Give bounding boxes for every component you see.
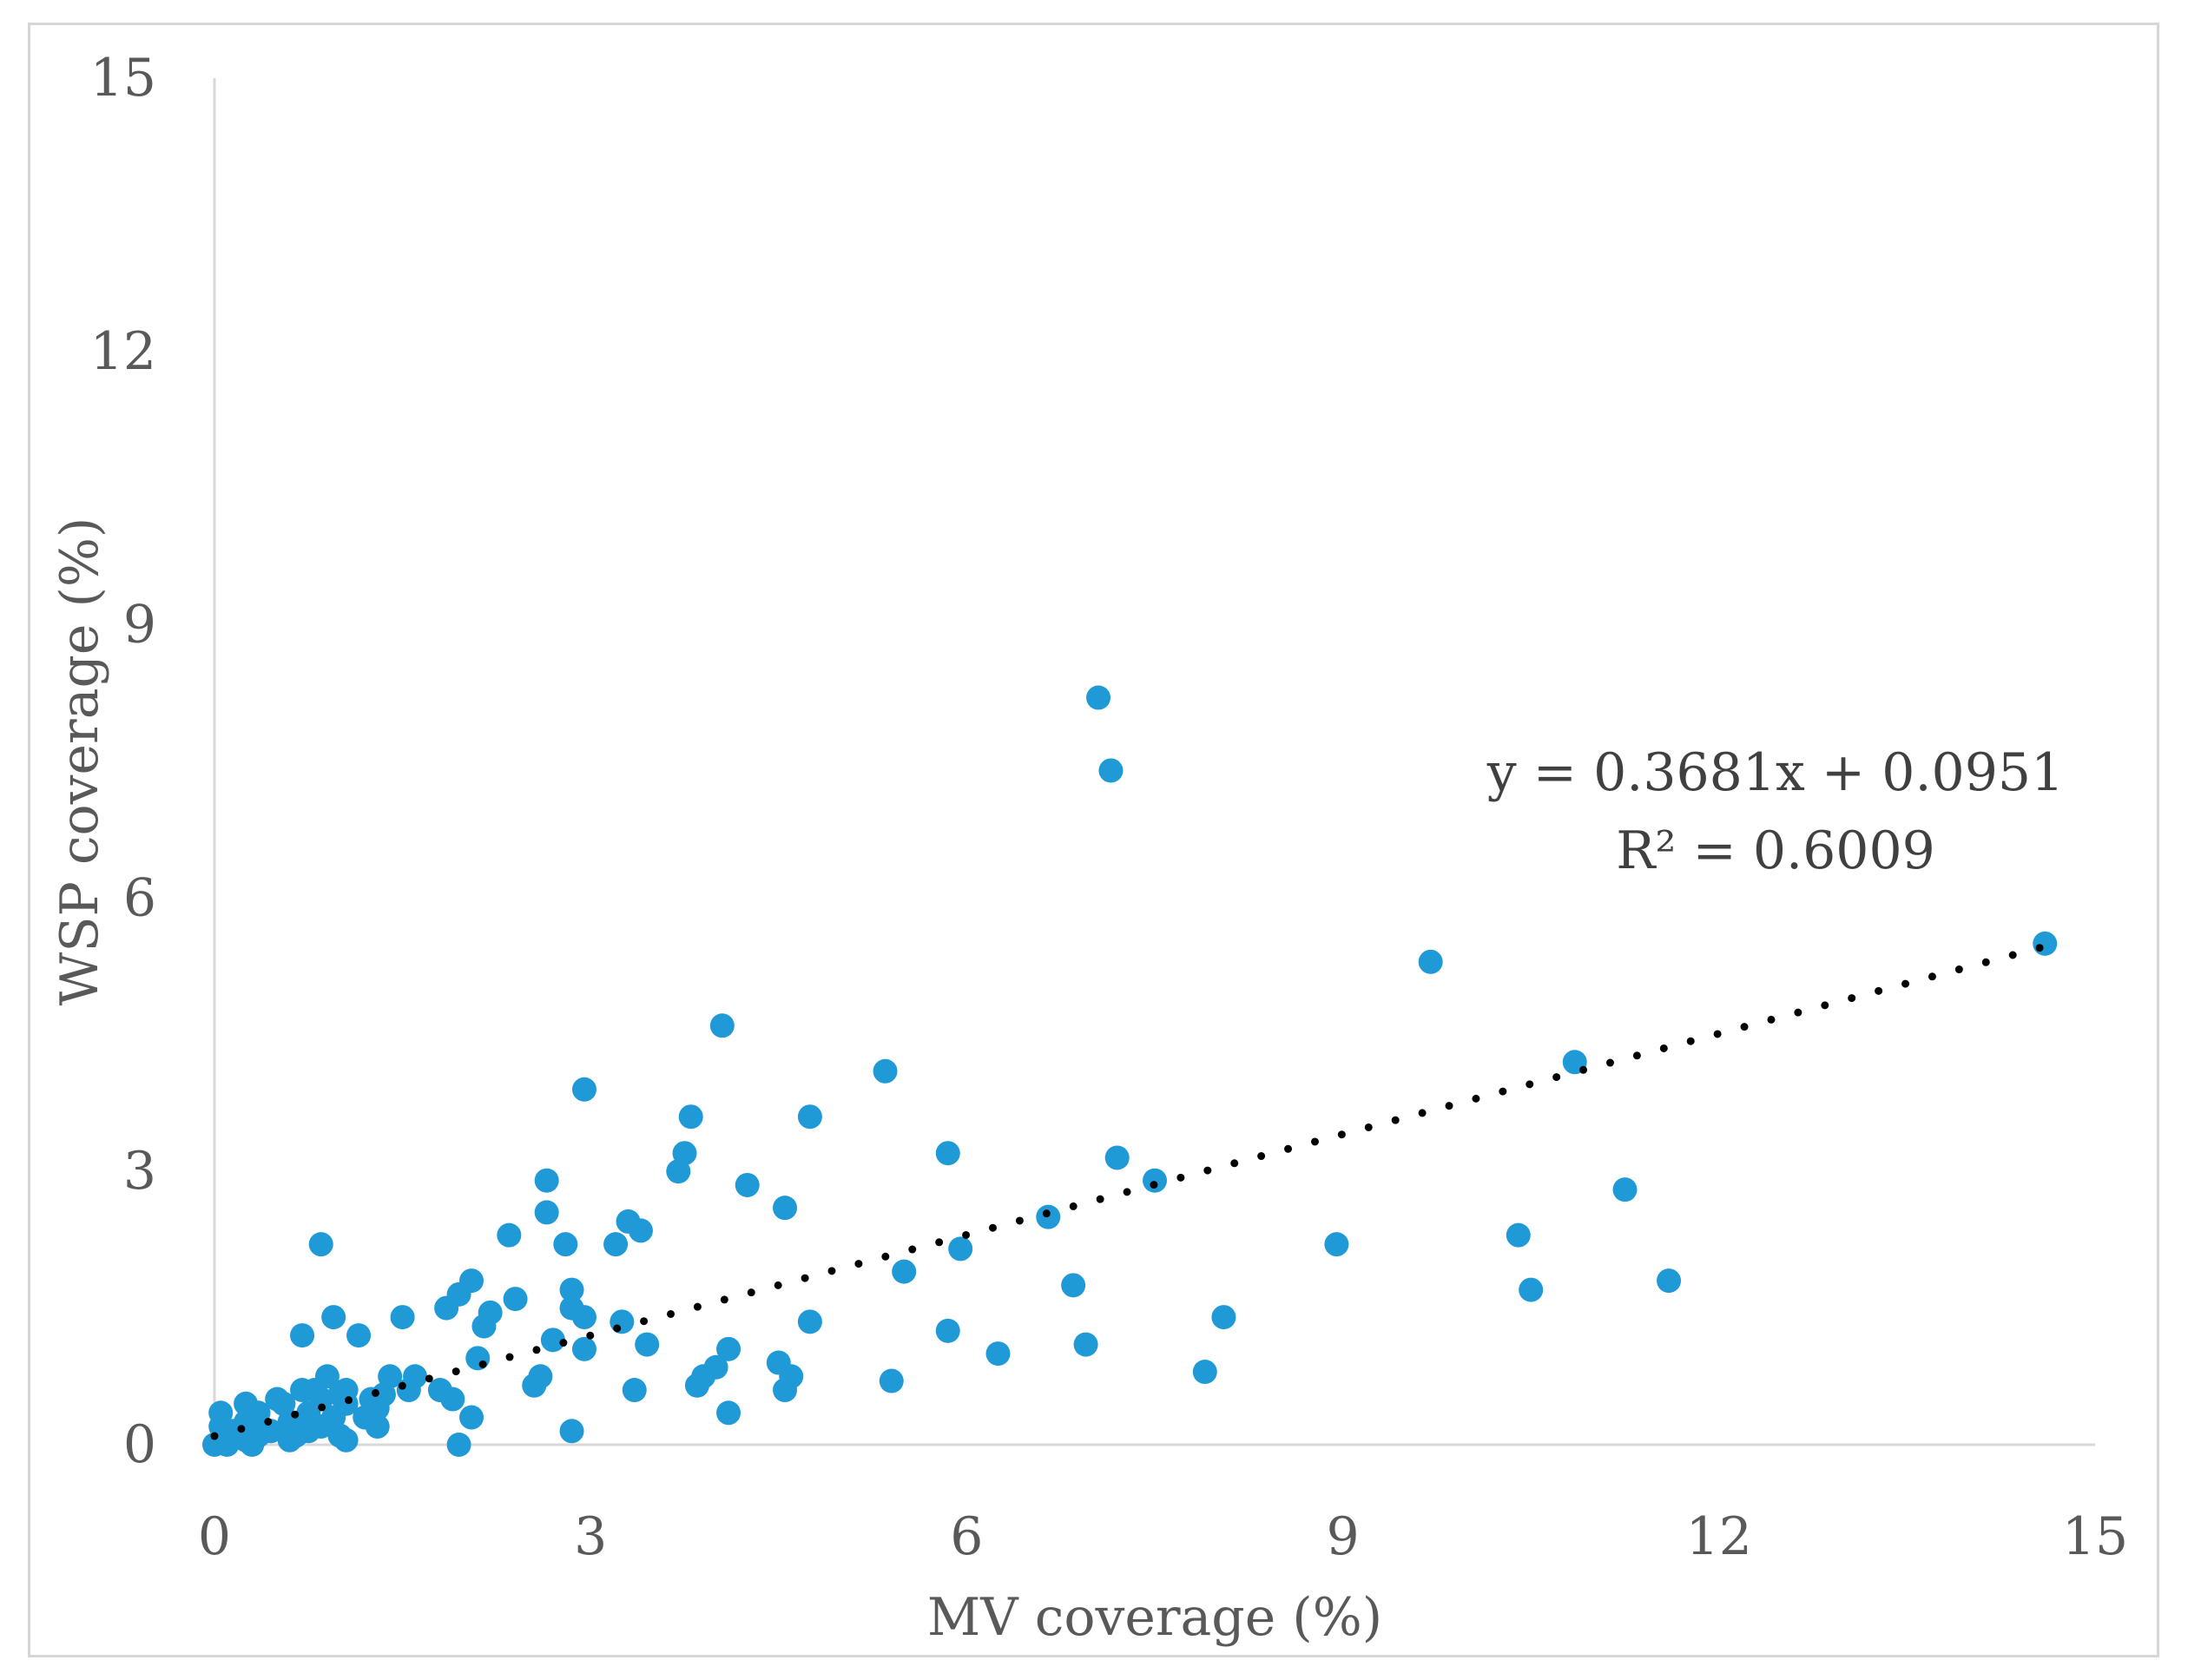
data-point xyxy=(503,1287,528,1312)
data-point xyxy=(735,1172,760,1197)
data-point xyxy=(540,1328,565,1353)
data-point xyxy=(1612,1177,1638,1202)
data-point xyxy=(497,1222,522,1248)
data-point xyxy=(221,1419,246,1444)
data-point xyxy=(2033,931,2058,956)
data-point xyxy=(1324,1232,1349,1257)
data-point xyxy=(797,1309,822,1334)
data-point xyxy=(716,1336,741,1361)
data-point xyxy=(240,1433,265,1457)
x-tick-label: 6 xyxy=(950,1506,983,1567)
data-point xyxy=(559,1419,584,1444)
data-point xyxy=(559,1277,584,1302)
x-axis-title: MV coverage (%) xyxy=(927,1587,1382,1648)
data-point xyxy=(277,1427,302,1453)
data-point xyxy=(1061,1273,1086,1298)
data-point xyxy=(465,1346,491,1371)
data-point xyxy=(446,1433,471,1457)
y-tick-labels: 0 3 6 9 12 15 xyxy=(90,48,156,1475)
data-point xyxy=(365,1414,390,1440)
data-point xyxy=(553,1232,578,1257)
data-point xyxy=(709,1013,735,1038)
data-point xyxy=(622,1378,647,1403)
data-point xyxy=(440,1387,465,1412)
data-point xyxy=(1418,949,1443,974)
data-point xyxy=(603,1232,629,1257)
data-point xyxy=(333,1427,359,1453)
data-points xyxy=(202,685,2058,1457)
x-tick-label: 0 xyxy=(198,1506,231,1567)
data-point xyxy=(534,1200,559,1225)
r-squared-label: R² = 0.6009 xyxy=(1616,820,1935,881)
data-point xyxy=(571,1305,596,1330)
data-point xyxy=(1519,1277,1544,1302)
data-point xyxy=(666,1159,691,1184)
x-tick-label: 12 xyxy=(1686,1506,1752,1567)
data-point xyxy=(628,1218,653,1243)
trendline-dotted xyxy=(210,942,2049,1440)
data-point xyxy=(1098,758,1124,783)
data-point xyxy=(873,1058,898,1084)
data-point xyxy=(985,1341,1011,1367)
x-tick-label: 9 xyxy=(1327,1506,1360,1567)
data-point xyxy=(522,1373,547,1398)
y-tick-label: 0 xyxy=(123,1414,156,1475)
data-point xyxy=(534,1168,559,1193)
x-tick-labels: 0 3 6 9 12 15 xyxy=(198,1506,2128,1567)
y-tick-label: 9 xyxy=(123,595,156,656)
data-point xyxy=(321,1305,346,1330)
data-point xyxy=(1657,1268,1682,1294)
data-point xyxy=(396,1378,421,1403)
data-point xyxy=(635,1332,660,1357)
trendline xyxy=(210,942,2049,1440)
data-point xyxy=(716,1400,741,1426)
data-point xyxy=(879,1368,904,1393)
data-point xyxy=(678,1104,703,1130)
y-tick-label: 12 xyxy=(90,321,156,382)
data-point xyxy=(471,1314,497,1339)
x-tick-label: 3 xyxy=(574,1506,607,1567)
data-point xyxy=(571,1077,596,1102)
data-point xyxy=(1086,685,1111,710)
data-point xyxy=(892,1259,917,1284)
data-point xyxy=(434,1295,459,1321)
data-point xyxy=(459,1405,484,1430)
data-point xyxy=(308,1232,333,1257)
data-point xyxy=(1143,1168,1167,1193)
x-tick-label: 15 xyxy=(2062,1506,2128,1567)
data-point xyxy=(1192,1360,1217,1385)
axes xyxy=(213,78,2095,1446)
data-point xyxy=(346,1323,372,1348)
data-point xyxy=(948,1236,973,1262)
data-point xyxy=(935,1318,960,1343)
trendline-equation: y = 0.3681x + 0.0951 xyxy=(1486,742,2064,803)
y-tick-label: 15 xyxy=(90,48,156,109)
data-point xyxy=(773,1196,798,1221)
data-point xyxy=(797,1104,822,1130)
data-point xyxy=(571,1336,596,1361)
y-tick-label: 3 xyxy=(123,1141,156,1202)
data-point xyxy=(290,1323,315,1348)
data-point xyxy=(935,1141,960,1166)
data-point xyxy=(684,1373,709,1398)
y-tick-label: 6 xyxy=(123,867,156,928)
data-point xyxy=(610,1309,635,1334)
y-axis-title: WSP coverage (%) xyxy=(49,517,110,1006)
data-point xyxy=(1506,1222,1531,1248)
data-point xyxy=(1073,1332,1098,1357)
data-point xyxy=(1211,1305,1236,1330)
data-point xyxy=(390,1305,415,1330)
data-point xyxy=(773,1378,798,1403)
data-point xyxy=(1104,1145,1130,1170)
